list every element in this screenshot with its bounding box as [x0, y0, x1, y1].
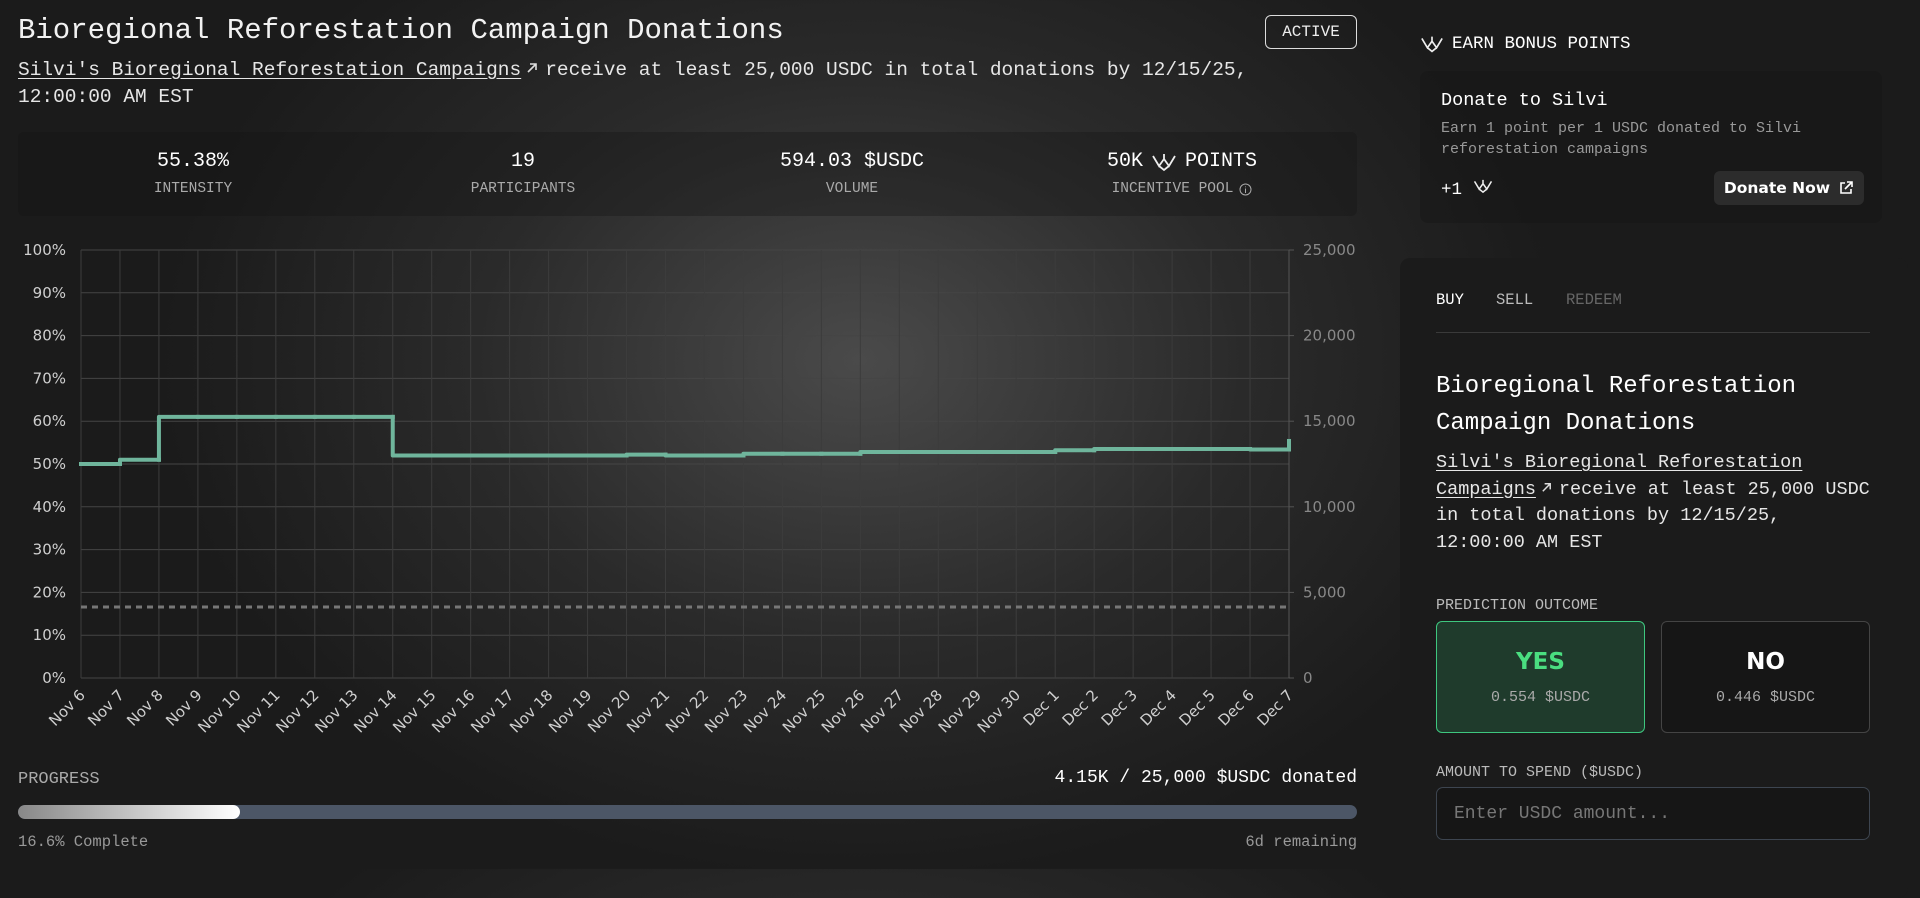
y-tick-label: 100% [23, 241, 66, 259]
y-tick-label: 40% [33, 498, 66, 516]
outcome-label: PREDICTION OUTCOME [1436, 597, 1598, 614]
progress-label: PROGRESS [18, 770, 100, 789]
donate-button[interactable]: Donate Now [1714, 171, 1864, 205]
points-icon [1473, 178, 1493, 194]
y2-tick-label: 10,000 [1303, 498, 1356, 516]
x-tick-label: Nov 7 [84, 686, 128, 730]
y-tick-label: 0% [42, 669, 66, 687]
y2-tick-label: 25,000 [1303, 241, 1356, 259]
progress-fill [18, 805, 240, 819]
progress-remaining: 6d remaining [1245, 833, 1357, 851]
y2-tick-label: 15,000 [1303, 412, 1356, 430]
progress-summary: 4.15K / 25,000 $USDC donated [1055, 768, 1357, 788]
y-tick-label: 30% [33, 541, 66, 559]
line-segment [393, 417, 432, 456]
y2-tick-label: 5,000 [1303, 583, 1346, 601]
points-value: +1 [1441, 180, 1462, 200]
x-tick-label: Nov 8 [123, 686, 167, 730]
no-option[interactable]: NO 0.446 $USDC [1661, 621, 1870, 733]
line-segment [627, 455, 666, 456]
bonus-points: +1 [1441, 178, 1493, 200]
y-tick-label: 20% [33, 583, 66, 601]
y-tick-label: 80% [33, 327, 66, 345]
line-segment [666, 455, 705, 456]
tab-buy[interactable]: BUY [1436, 291, 1464, 309]
option-label: NO [1662, 649, 1869, 675]
donate-button-label: Donate Now [1724, 179, 1830, 197]
x-tick-label: Dec 2 [1059, 686, 1102, 729]
chart: 0% 10% 20% 30% 40% 50% 60% 70% 80% 90% 100% 0 5,000 1… [0, 0, 1400, 760]
external-arrow [1540, 481, 1553, 494]
bonus-card-title: Donate to Silvi [1441, 90, 1608, 111]
amount-placeholder: Enter USDC amount... [1454, 804, 1670, 824]
amount-input[interactable]: Enter USDC amount... [1436, 787, 1870, 840]
x-tick-label: Dec 4 [1137, 686, 1180, 729]
yes-option[interactable]: YES 0.554 $USDC [1436, 621, 1645, 733]
amount-label: AMOUNT TO SPEND ($USDC) [1436, 764, 1643, 781]
x-tick-label: Dec 1 [1020, 686, 1063, 729]
option-label: YES [1437, 649, 1644, 675]
market-title: Bioregional Reforestation Campaign Donat… [1436, 368, 1876, 442]
bonus-heading: EARN BONUS POINTS [1452, 34, 1631, 54]
y-tick-label: 10% [33, 626, 66, 644]
tab-sell[interactable]: SELL [1496, 291, 1533, 309]
bonus-card-text: Earn 1 point per 1 USDC donated to Silvi… [1441, 118, 1861, 160]
line-segment [743, 454, 782, 456]
y2-tick-label: 20,000 [1303, 327, 1356, 345]
tab-divider [1436, 332, 1870, 333]
x-tick-label: Dec 5 [1176, 686, 1219, 729]
bonus-icon [1420, 34, 1444, 54]
y-tick-label: 60% [33, 412, 66, 430]
market-description: Silvi's Bioregional Reforestation Campai… [1436, 450, 1876, 556]
line-segment [1094, 449, 1133, 450]
progress-track [18, 805, 1357, 819]
x-tick-label: Dec 6 [1214, 686, 1257, 729]
line-segment [120, 460, 159, 464]
y-tick-label: 90% [33, 284, 66, 302]
body: Bioregional Reforestation Campaign Donat… [0, 0, 1920, 869]
progress-complete: 16.6% Complete [18, 833, 148, 851]
x-tick-label: Dec 7 [1253, 686, 1296, 729]
y-tick-label: 50% [33, 455, 66, 473]
option-price: 0.554 $USDC [1437, 689, 1644, 706]
option-price: 0.446 $USDC [1662, 689, 1869, 706]
y-tick-label: 70% [33, 369, 66, 387]
tab-redeem[interactable]: REDEEM [1566, 291, 1622, 309]
line-segment [159, 417, 198, 460]
line-segment [1055, 450, 1094, 452]
page: Campaign { "header": { "title": "Bioregi… [0, 0, 1920, 869]
line-segment [860, 452, 899, 454]
x-tick-label: Nov 30 [974, 686, 1024, 736]
x-tick-label: Nov 6 [45, 686, 89, 730]
y2-tick-label: 0 [1303, 669, 1313, 687]
external-icon [1838, 180, 1854, 196]
x-tick-label: Dec 3 [1098, 686, 1141, 729]
